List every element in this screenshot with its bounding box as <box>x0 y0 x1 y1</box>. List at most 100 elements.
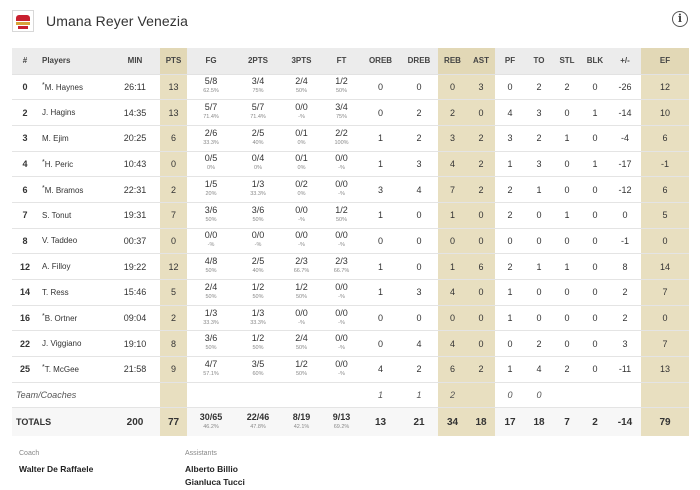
offensive-rebounds: 1 <box>361 382 400 409</box>
rebounds: 2 <box>438 99 467 126</box>
two-pointers: 1/3 33.3% <box>235 176 281 203</box>
column-header[interactable]: PF <box>495 48 525 75</box>
assists: 3 <box>467 74 495 101</box>
three-pointers-percentage: -% <box>298 242 305 249</box>
player-name-text[interactable]: B. Ortner <box>44 314 78 324</box>
player-name-text[interactable]: V. Taddeo <box>42 236 78 246</box>
plus-minus <box>609 382 641 409</box>
player-name[interactable]: *M. Bramos <box>38 176 110 203</box>
column-header[interactable]: OREB <box>361 48 400 75</box>
assists: 0 <box>467 202 495 229</box>
points: 5 <box>160 279 187 306</box>
three-pointers <box>281 382 322 409</box>
three-pointers-percentage: 50% <box>295 345 307 352</box>
efficiency: 10 <box>641 99 689 126</box>
column-header[interactable]: STL <box>553 48 581 75</box>
plus-minus: -4 <box>609 125 641 152</box>
column-header[interactable]: PTS <box>160 48 187 75</box>
player-name-text[interactable]: M. Haynes <box>44 82 83 92</box>
defensive-rebounds: 2 <box>400 125 438 152</box>
player-name-text[interactable]: A. Filloy <box>42 262 71 272</box>
player-name-text[interactable]: H. Peric <box>44 159 74 169</box>
free-throws: 9/13 69.2% <box>322 407 361 436</box>
field-goals-percentage: 0% <box>207 165 215 172</box>
player-name-text[interactable]: J. Hagins <box>42 108 76 118</box>
efficiency: 7 <box>641 330 689 358</box>
defensive-rebounds: 3 <box>400 279 438 306</box>
player-name[interactable]: J. Viggiano <box>38 330 110 358</box>
two-pointers-percentage: 50% <box>252 345 264 352</box>
player-name[interactable]: *H. Peric <box>38 151 110 178</box>
info-icon[interactable]: i <box>672 11 688 27</box>
column-header[interactable]: FT <box>322 48 361 75</box>
blocks: 0 <box>581 305 609 332</box>
column-header[interactable]: DREB <box>400 48 438 75</box>
three-pointers-made-attempted: 1/2 <box>295 281 308 292</box>
field-goals: 0/5 0% <box>187 151 235 178</box>
turnovers: 2 <box>525 330 553 358</box>
jersey-number: 22 <box>12 330 38 358</box>
player-name-text[interactable]: T. McGee <box>44 365 79 375</box>
turnovers: 1 <box>525 176 553 203</box>
column-header[interactable]: Players <box>38 48 110 75</box>
free-throws: 0/0 -% <box>322 356 361 383</box>
free-throws: 0/0 -% <box>322 330 361 358</box>
field-goals-made-attempted: 4/7 <box>204 358 218 369</box>
column-header[interactable]: BLK <box>581 48 609 75</box>
column-header[interactable]: 2PTS <box>235 48 281 75</box>
rebounds: 1 <box>438 202 467 229</box>
player-name[interactable]: V. Taddeo <box>38 228 110 255</box>
player-name-text[interactable]: M. Ejim <box>42 133 69 143</box>
player-name-text[interactable]: M. Bramos <box>44 185 84 195</box>
player-name-text[interactable]: J. Viggiano <box>42 339 82 349</box>
column-header[interactable]: +/- <box>609 48 641 75</box>
offensive-rebounds: 0 <box>361 228 400 255</box>
column-header[interactable]: TO <box>525 48 553 75</box>
field-goals: 2/6 33.3% <box>187 125 235 152</box>
field-goals-percentage: 50% <box>205 268 217 275</box>
blocks: 0 <box>581 202 609 229</box>
offensive-rebounds: 0 <box>361 305 400 332</box>
free-throws-percentage: 50% <box>335 88 347 95</box>
player-name[interactable]: A. Filloy <box>38 253 110 280</box>
player-name[interactable]: *T. McGee <box>38 356 110 383</box>
free-throws-made-attempted: 0/0 <box>335 230 348 241</box>
free-throws-percentage: 100% <box>334 139 349 146</box>
player-name-text[interactable]: T. Ress <box>42 287 69 297</box>
personal-fouls: 0 <box>495 228 525 255</box>
player-name[interactable]: M. Ejim <box>38 125 110 152</box>
column-header[interactable]: REB <box>438 48 467 75</box>
efficiency: 13 <box>641 356 689 383</box>
column-header[interactable]: FG <box>187 48 235 75</box>
player-name[interactable]: *M. Haynes <box>38 74 110 101</box>
three-pointers: 0/0 -% <box>281 228 322 255</box>
field-goals-percentage: 71.4% <box>203 114 219 121</box>
two-pointers-percentage: 50% <box>252 293 264 300</box>
player-name[interactable]: J. Hagins <box>38 99 110 126</box>
column-header[interactable]: EF <box>641 48 689 75</box>
offensive-rebounds: 0 <box>361 74 400 101</box>
column-header[interactable]: AST <box>467 48 495 75</box>
player-name[interactable]: *B. Ortner <box>38 305 110 332</box>
assistant-name: Alberto Billio <box>185 464 238 474</box>
three-pointers-made-attempted: 2/3 <box>295 256 308 267</box>
efficiency: 6 <box>641 176 689 203</box>
efficiency <box>641 382 689 409</box>
field-goals-made-attempted: 2/4 <box>204 281 218 292</box>
free-throws-made-attempted: 1/2 <box>335 76 348 87</box>
player-name[interactable]: S. Tonut <box>38 202 110 229</box>
field-goals <box>187 382 235 409</box>
three-pointers-percentage: 50% <box>295 293 307 300</box>
free-throws-made-attempted: 3/4 <box>335 102 348 113</box>
points: 13 <box>160 99 187 126</box>
blocks: 2 <box>581 407 609 436</box>
column-header[interactable]: # <box>12 48 38 75</box>
player-name-text[interactable]: S. Tonut <box>42 210 72 220</box>
player-name[interactable]: T. Ress <box>38 279 110 306</box>
two-pointers-made-attempted: 2/5 <box>251 256 265 267</box>
column-header[interactable]: 3PTS <box>281 48 322 75</box>
turnovers: 3 <box>525 99 553 126</box>
turnovers: 2 <box>525 74 553 101</box>
column-header[interactable]: MIN <box>110 48 160 75</box>
two-pointers: 22/46 47.8% <box>235 407 281 436</box>
